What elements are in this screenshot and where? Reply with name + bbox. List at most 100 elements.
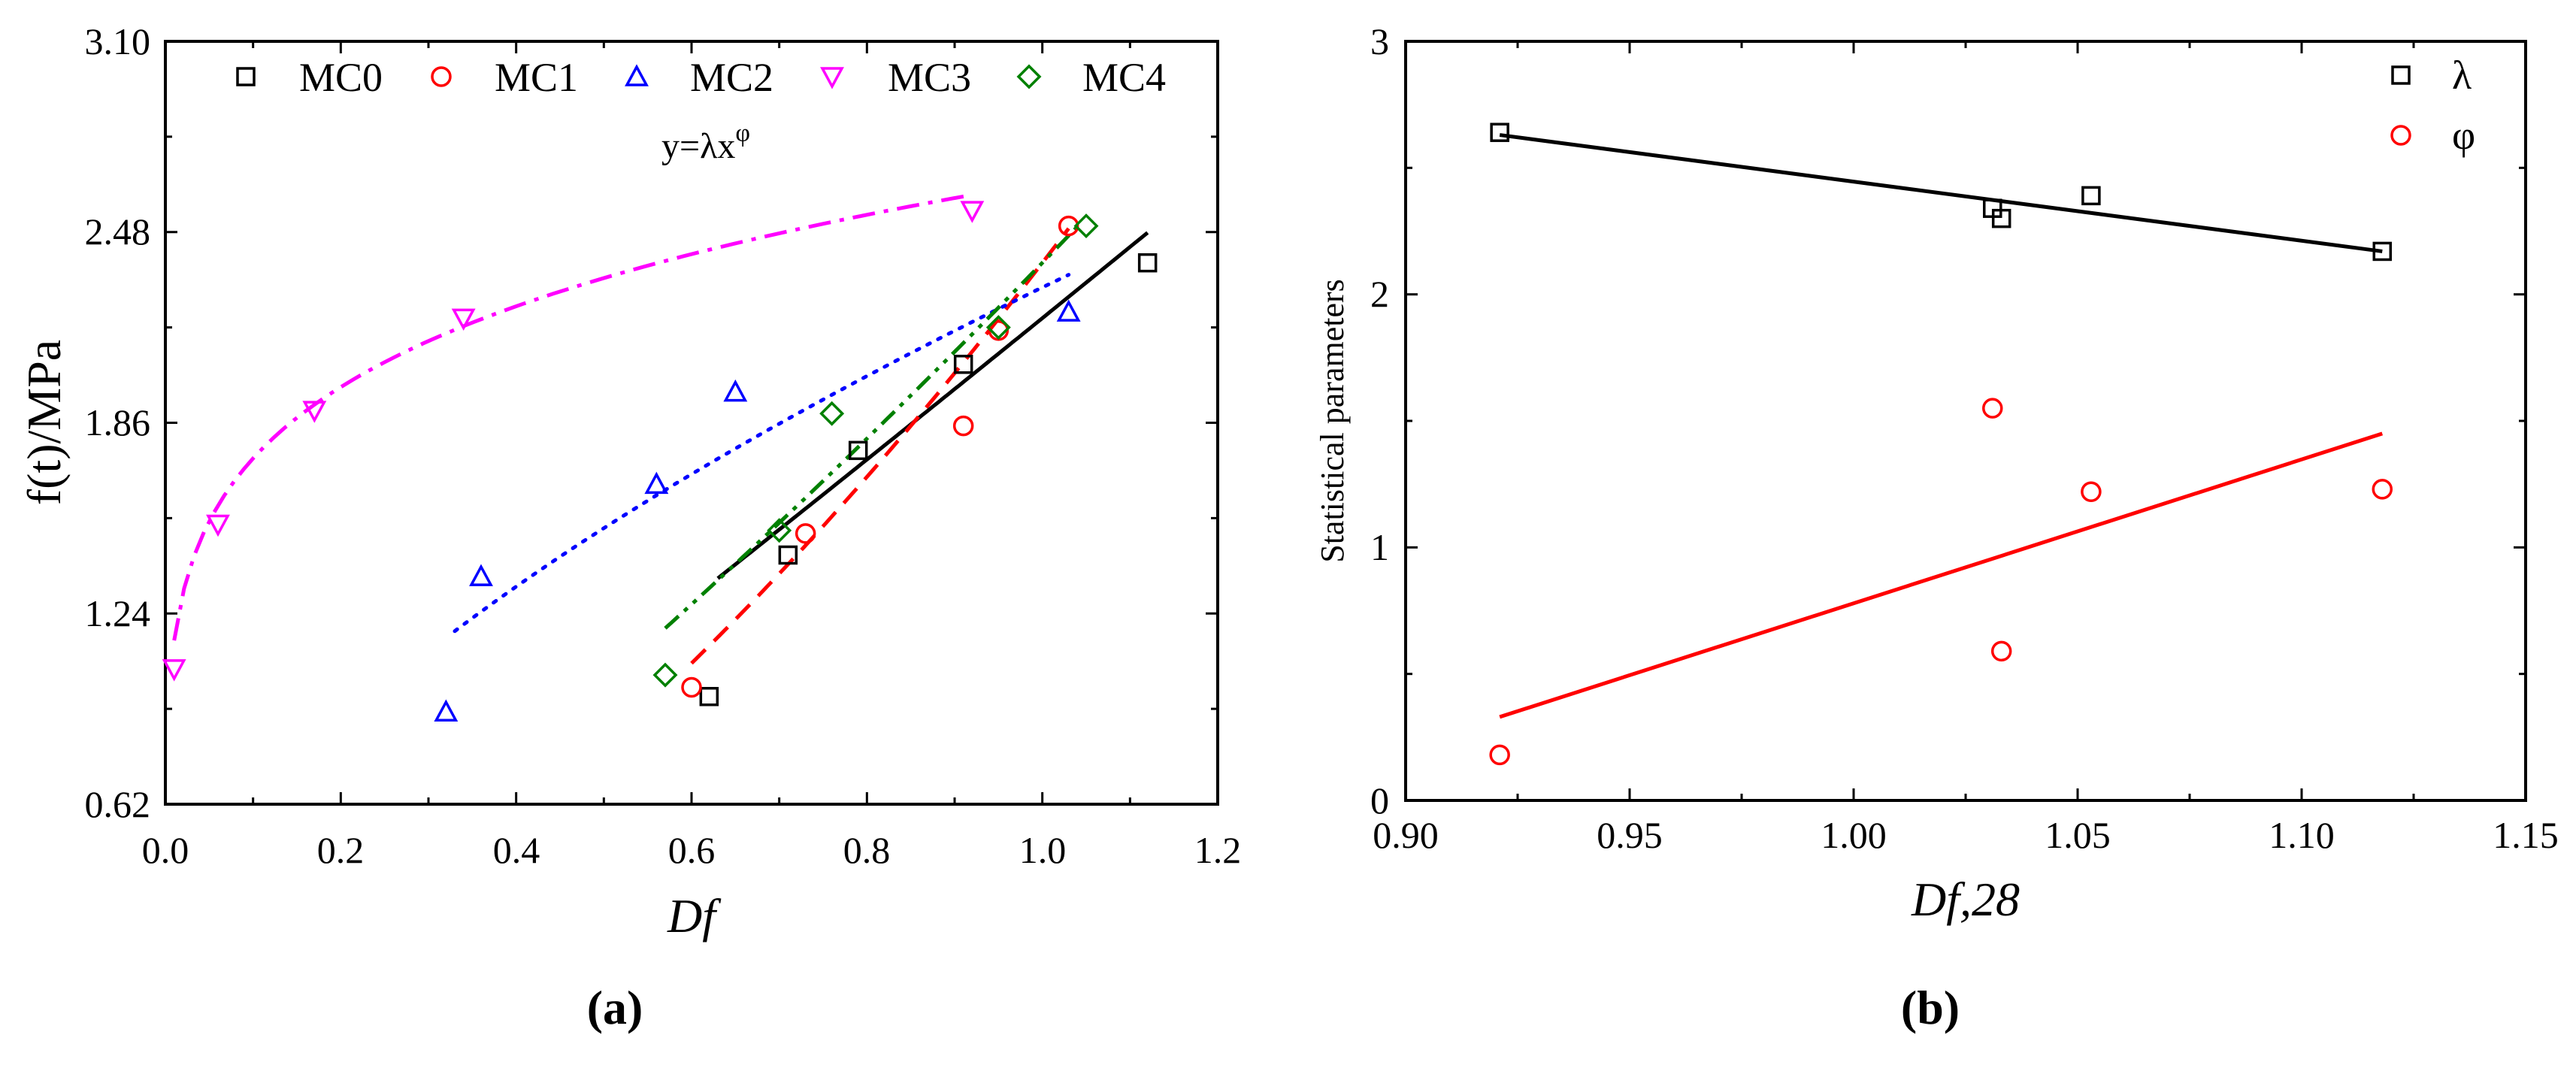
data-point-phi (1489, 744, 1510, 766)
legend-marker-triangle-down (820, 67, 844, 89)
data-point-mc3 (206, 514, 230, 537)
a-xtick-label: 0.8 (843, 829, 891, 871)
legend-label-lambda: λ (2452, 53, 2472, 98)
legend-entry-mc0: MC0 (236, 55, 383, 100)
data-point-mc2 (644, 471, 669, 495)
legend-entry-mc4: MC4 (1016, 55, 1166, 100)
b-ytick-label: 1 (1370, 526, 1389, 568)
a-ytick-label: 0.62 (85, 783, 151, 825)
legend-label-phi: φ (2452, 113, 2475, 158)
legend-entry-mc3: MC3 (820, 55, 971, 100)
fit-curve-mc2 (453, 273, 1071, 634)
legend-entry-phi: φ (2390, 113, 2475, 158)
legend-marker-circle (431, 66, 452, 87)
data-point-phi (2372, 479, 2393, 500)
fit-curve-mc4 (664, 225, 1079, 630)
data-point-lambda (1490, 123, 1509, 142)
b-xtick-label: 0.90 (1373, 814, 1439, 856)
legend-marker-circle (2390, 125, 2411, 146)
data-point-mc4 (767, 518, 792, 543)
data-point-phi (1990, 640, 2012, 662)
panel-a-ticks (164, 40, 1219, 806)
a-xtick-label: 0.6 (668, 829, 716, 871)
data-point-mc3 (162, 659, 186, 682)
b-ytick-label: 0 (1370, 779, 1389, 821)
data-point-mc2 (1056, 299, 1081, 322)
data-point-mc3 (302, 401, 327, 423)
panel-b-legend: λ φ (2390, 53, 2475, 158)
data-point-mc0 (778, 545, 798, 565)
fit-curve-mc3 (172, 192, 973, 641)
data-point-mc1 (1058, 215, 1079, 237)
legend-entry-mc1: MC1 (431, 55, 578, 100)
legend-marker-diamond (1016, 64, 1042, 89)
panel-b-chart: 0 1 2 3 0.90 0.95 1.00 1.05 1.10 1.15 Df… (1314, 20, 2559, 926)
fit-curve-mc1 (690, 227, 1070, 665)
b-ytick-label: 3 (1370, 20, 1389, 62)
panel-a-data-points (162, 201, 1158, 722)
data-point-lambda (2372, 241, 2393, 262)
legend-label-mc2: MC2 (690, 55, 773, 100)
data-point-mc0 (699, 687, 719, 706)
legend-label-mc4: MC4 (1082, 55, 1166, 100)
a-xtick-label: 0.4 (493, 829, 540, 871)
data-point-mc1 (795, 523, 816, 544)
b-xtick-label: 1.05 (2045, 814, 2111, 856)
legend-entry-lambda: λ (2391, 53, 2472, 98)
a-ytick-label: 3.10 (85, 20, 151, 62)
data-point-mc2 (723, 379, 748, 402)
legend-label-mc1: MC1 (495, 55, 578, 100)
data-point-mc3 (451, 308, 476, 331)
data-point-phi (1982, 398, 2003, 419)
data-point-phi (2081, 481, 2102, 503)
a-xtick-label: 1.0 (1019, 829, 1067, 871)
legend-label-mc3: MC3 (888, 55, 971, 100)
panel-b-data-points (1489, 123, 2393, 766)
data-point-mc0 (848, 440, 868, 461)
fit-line-lambda (1499, 133, 2383, 253)
panel-b-fit-lines (1499, 133, 2384, 719)
b-y-axis-label: Statistical parameters (1314, 279, 1351, 563)
a-xtick-label: 0.2 (317, 829, 365, 871)
data-point-mc2 (469, 564, 493, 586)
panel-a-legend: MC0 MC1 MC2 MC3 MC4 (236, 55, 1166, 100)
legend-label-mc0: MC0 (299, 55, 383, 100)
b-x-axis-label: Df,28 (1911, 873, 2020, 926)
fit-line-phi (1499, 431, 2384, 719)
data-point-mc0 (1137, 253, 1158, 273)
data-point-mc4 (819, 401, 845, 426)
data-point-mc4 (985, 315, 1011, 340)
panel-a-label: (a) (587, 981, 643, 1034)
b-ytick-label: 2 (1370, 273, 1389, 315)
data-point-mc1 (681, 676, 702, 698)
panel-b-ticks (1404, 40, 2527, 802)
b-xtick-label: 1.00 (1821, 814, 1887, 856)
data-point-mc3 (960, 201, 985, 223)
data-point-mc1 (952, 415, 974, 437)
panel-b-label-text: (b) (1901, 981, 1960, 1034)
fit-curve-mc0 (716, 231, 1149, 580)
data-point-mc0 (953, 354, 973, 374)
a-ytick-label: 2.48 (85, 210, 151, 253)
b-xtick-label: 1.10 (2269, 814, 2335, 856)
legend-marker-square (2391, 65, 2411, 85)
b-xtick-label: 0.95 (1597, 814, 1663, 856)
a-fit-formula: y=λxφ (661, 120, 750, 166)
a-xtick-label: 1.2 (1194, 829, 1242, 871)
legend-marker-triangle-up (625, 64, 649, 86)
a-y-axis-label: f(t)/MPa (17, 340, 71, 505)
b-xtick-label: 1.15 (2493, 814, 2559, 856)
data-point-lambda (2081, 186, 2101, 206)
panel-b-plot-frame (1404, 40, 2527, 802)
a-ytick-label: 1.86 (85, 401, 151, 443)
data-point-lambda (1991, 208, 2011, 228)
data-point-mc4 (652, 662, 678, 688)
data-point-mc2 (434, 699, 459, 722)
panel-a-fit-curves (172, 192, 1149, 665)
a-x-axis-label: Df (667, 889, 722, 942)
data-point-mc4 (1073, 213, 1099, 239)
panel-a-chart: 0.62 1.24 1.86 2.48 3.10 0.0 0.2 0.4 0.6… (17, 20, 1241, 942)
legend-entry-mc2: MC2 (625, 55, 773, 100)
panel-a-label-text: (a) (587, 981, 643, 1034)
